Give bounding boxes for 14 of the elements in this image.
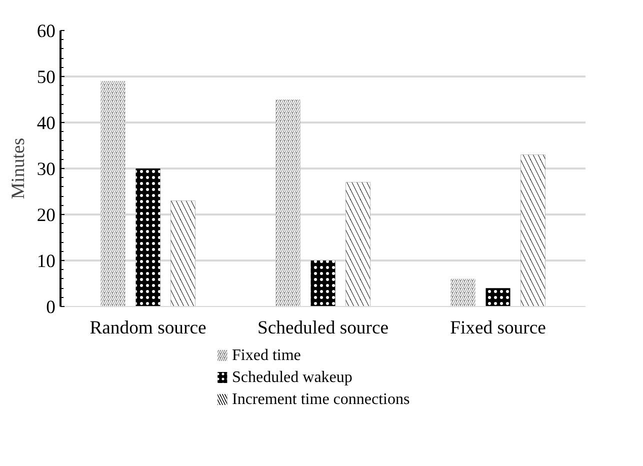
y-tick-label: 40 [36, 113, 56, 134]
legend-label: Scheduled wakeup [232, 369, 352, 386]
legend-label: Fixed time [232, 347, 301, 364]
y-axis-title: Minutes [8, 138, 29, 200]
x-tick-label: Fixed source [450, 318, 546, 338]
y-tick-label: 60 [36, 21, 56, 42]
y-tick-label: 0 [46, 297, 56, 318]
y-tick-label: 30 [36, 159, 56, 180]
y-tick-label: 10 [36, 251, 56, 272]
x-tick-label: Scheduled source [257, 318, 389, 338]
y-tick-label: 20 [36, 205, 56, 226]
legend-label: Increment time connections [232, 391, 410, 408]
x-tick-label: Random source [90, 318, 206, 338]
y-tick-label: 50 [36, 67, 56, 88]
